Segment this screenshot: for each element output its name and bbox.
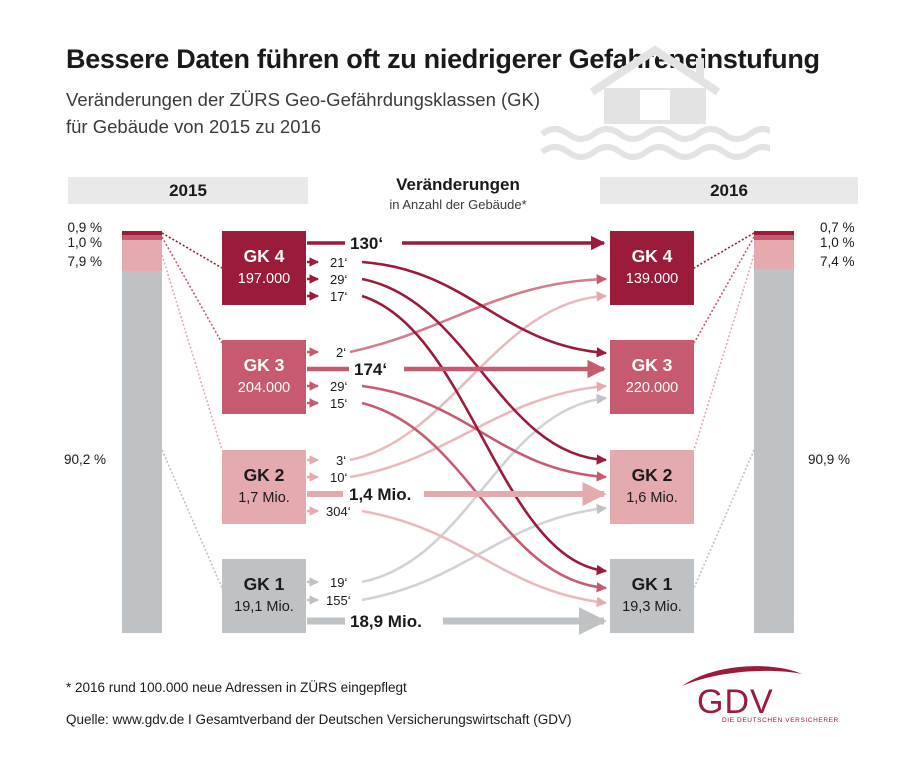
flow-label-gk4-gk3: 21‘ [330,255,347,270]
bar-2015-gk4 [122,231,162,235]
year-2015-header: 2015 [68,177,308,204]
gdv-logo-tagline: DIE DEUTSCHEN VERSICHERER [722,717,839,724]
flow-gk4-to-gk3 [361,260,608,358]
flow-label-gk1-gk3: 19‘ [330,575,347,590]
pct-2016-gk1: 90,9 % [808,452,851,467]
flow-label-gk1-gk2: 155‘ [326,593,351,608]
flow-label-gk4-gk1: 17‘ [330,289,347,304]
gk4-2016-name: GK 4 [631,246,673,266]
bar-2016-gk4 [754,231,794,235]
pct-2015-gk4: 0,9 % [67,220,102,235]
gk3-2015-box: GK 3 204.000 [222,340,306,414]
pct-2015-gk3: 1,0 % [67,235,102,250]
flow-label-gk3-gk3: 174‘ [354,360,387,379]
flow-curves [349,260,608,608]
flow-label-gk3-gk1: 15‘ [330,396,347,411]
flow-label-gk2-gk2: 1,4 Mio. [349,485,411,504]
flow-label-gk3-gk2: 29‘ [330,379,347,394]
gk2-2016-box: GK 2 1,6 Mio. [610,450,694,524]
flow-gk4-to-gk1 [361,294,608,576]
changes-header: Veränderungen in Anzahl der Gebäude* [358,175,558,212]
pct-2016-gk4: 0,7 % [820,220,855,235]
footnote: * 2016 rund 100.000 neue Adressen in ZÜR… [66,680,407,695]
gk3-2016-box: GK 3 220.000 [610,340,694,414]
flow-gk2-to-gk1 [361,509,608,608]
flow-label-gk2-gk3: 10‘ [330,470,347,485]
bar-2016-gk2 [754,240,794,269]
page-subtitle: Veränderungen der ZÜRS Geo-Gefährdungskl… [66,86,540,140]
gk1-2016-name: GK 1 [631,574,673,594]
gk4-2016-box: GK 4 139.000 [610,231,694,305]
bar-2015-gk1 [122,271,162,633]
pct-2016-gk2: 7,4 % [820,254,855,269]
gk3-2015-name: GK 3 [243,355,285,375]
flow-gk3-to-gk2 [361,384,608,482]
flow-gk1-to-gk2 [361,503,608,602]
gk4-2015-name: GK 4 [243,246,285,266]
gk1-2015-value: 19,1 Mio. [234,599,294,615]
gk1-2015-box: GK 1 19,1 Mio. [222,559,306,633]
stacked-bar-2016 [754,231,794,633]
gdv-arc-logo-icon [682,666,802,686]
gk1-2016-box: GK 1 19,3 Mio. [610,559,694,633]
gk4-2015-value: 197.000 [237,271,291,287]
gk2-2015-box: GK 2 1,7 Mio. [222,450,306,524]
gk3-2015-value: 204.000 [237,380,291,396]
gk1-2016-value: 19,3 Mio. [622,599,682,615]
gk3-2016-name: GK 3 [631,355,673,375]
gk4-2016-value: 139.000 [625,271,679,287]
flow-gk3-to-gk4 [349,274,608,354]
page-title: Bessere Daten führen oft zu niedrigerer … [66,44,820,74]
changes-heading: Veränderungen [396,175,520,194]
flow-label-gk3-gk4: 2‘ [336,345,346,360]
gk1-2015-name: GK 1 [243,574,285,594]
bar-2015-gk3 [122,235,162,240]
flooded-house-icon [540,45,770,160]
source-line: Quelle: www.gdv.de I Gesamtverband der D… [66,712,572,727]
bar-2016-gk3 [754,235,794,240]
connector-lines [161,232,755,589]
flow-gk2-to-gk4 [349,291,608,462]
gk2-2015-value: 1,7 Mio. [238,490,290,506]
bar-2016-gk1 [754,269,794,633]
pct-2016-gk3: 1,0 % [820,235,855,250]
gdv-logo-text: GDV [697,683,774,721]
changes-subheading: in Anzahl der Gebäude* [389,197,527,212]
stacked-bar-2015 [122,231,162,633]
pct-2015-gk1: 90,2 % [63,452,106,467]
flow-gk3-to-gk1 [361,401,608,593]
year-2016-header: 2016 [600,177,858,204]
flow-gk4-to-gk2 [361,277,608,465]
bar-2015-gk2 [122,240,162,271]
flow-gk1-to-gk3 [361,393,608,584]
flow-label-gk2-gk1: 304‘ [326,504,351,519]
gk4-2015-box: GK 4 197.000 [222,231,306,305]
flow-label-gk1-gk1: 18,9 Mio. [350,612,422,631]
flow-label-gk2-gk4: 3‘ [336,453,346,468]
gk2-2015-name: GK 2 [243,465,285,485]
gk3-2016-value: 220.000 [625,380,679,396]
gk2-2016-name: GK 2 [631,465,673,485]
flow-label-gk4-gk4: 130‘ [350,234,383,253]
subtitle-line-2: für Gebäude von 2015 zu 2016 [66,116,322,137]
pct-2015-gk2: 7,9 % [67,254,102,269]
subtitle-line-1: Veränderungen der ZÜRS Geo-Gefährdungskl… [66,89,541,110]
gk2-2016-value: 1,6 Mio. [626,490,678,506]
flow-label-gk4-gk2: 29‘ [330,272,347,287]
